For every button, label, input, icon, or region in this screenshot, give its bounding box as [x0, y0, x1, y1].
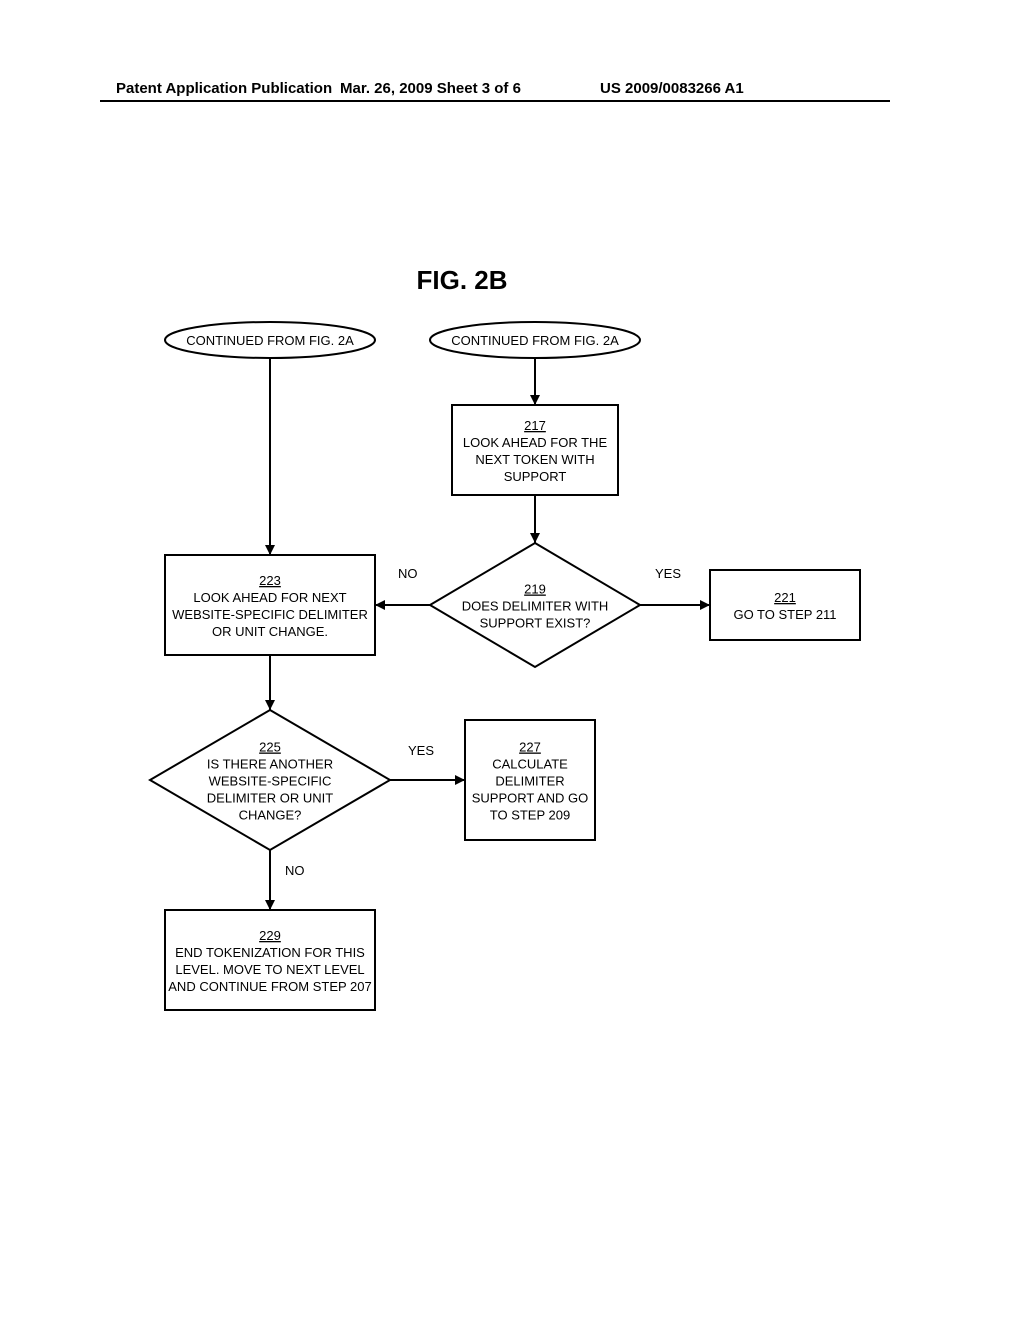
- svg-text:217: 217: [524, 418, 546, 433]
- node-n227: 227 CALCULATE DELIMITER SUPPORT AND GO TO ST…: [465, 720, 595, 840]
- svg-text:OR UNIT CHANGE.: OR UNIT CHANGE.: [212, 624, 328, 639]
- svg-text:SUPPORT: SUPPORT: [504, 469, 567, 484]
- svg-text:AND CONTINUE FROM STEP 207: AND CONTINUE FROM STEP 207: [168, 979, 371, 994]
- svg-text:CONTINUED FROM FIG. 2A: CONTINUED FROM FIG. 2A: [186, 333, 354, 348]
- header-center: Mar. 26, 2009 Sheet 3 of 6: [340, 80, 521, 97]
- svg-text:IS THERE ANOTHER: IS THERE ANOTHER: [207, 757, 333, 772]
- svg-text:YES: YES: [655, 566, 681, 581]
- svg-text:END TOKENIZATION FOR THIS: END TOKENIZATION FOR THIS: [175, 945, 365, 960]
- svg-text:229: 229: [259, 928, 281, 943]
- svg-text:CHANGE?: CHANGE?: [239, 808, 302, 823]
- header-left: Patent Application Publication: [116, 80, 332, 97]
- header-rule: [100, 100, 890, 102]
- svg-text:219: 219: [524, 582, 546, 597]
- node-n217: 217 LOOK AHEAD FOR THE NEXT TOKEN WITH SUPP…: [452, 405, 618, 495]
- header-right: US 2009/0083266 A1: [600, 80, 744, 97]
- node-n223: 223 LOOK AHEAD FOR NEXT WEBSITE-SPECIFIC D…: [165, 555, 375, 655]
- node-n229: 229 END TOKENIZATION FOR THIS LEVEL. MOVE …: [165, 910, 375, 1010]
- node-start_left: CONTINUED FROM FIG. 2A: [165, 322, 375, 358]
- svg-text:LOOK AHEAD FOR THE: LOOK AHEAD FOR THE: [463, 435, 608, 450]
- svg-text:DOES DELIMITER WITH: DOES DELIMITER WITH: [462, 599, 609, 614]
- svg-text:LEVEL. MOVE TO NEXT LEVEL: LEVEL. MOVE TO NEXT LEVEL: [175, 962, 364, 977]
- svg-text:SUPPORT AND GO: SUPPORT AND GO: [472, 791, 589, 806]
- svg-text:CONTINUED FROM FIG. 2A: CONTINUED FROM FIG. 2A: [451, 333, 619, 348]
- svg-text:221: 221: [774, 590, 796, 605]
- svg-text:NO: NO: [285, 863, 305, 878]
- svg-text:NEXT TOKEN WITH: NEXT TOKEN WITH: [475, 452, 594, 467]
- svg-text:GO TO STEP 211: GO TO STEP 211: [733, 607, 836, 622]
- node-start_right: CONTINUED FROM FIG. 2A: [430, 322, 640, 358]
- page: Patent Application Publication Mar. 26, …: [0, 0, 1024, 1320]
- figure-title: FIG. 2B: [0, 265, 974, 296]
- svg-text:NO: NO: [398, 566, 418, 581]
- flowchart: YES NO YES NO CONTINUED FROM FIG. 2A CONTINU…: [120, 310, 900, 1070]
- svg-text:LOOK AHEAD FOR NEXT: LOOK AHEAD FOR NEXT: [193, 590, 346, 605]
- node-n219: 219 DOES DELIMITER WITH SUPPORT EXIST?: [430, 543, 640, 667]
- svg-text:TO STEP 209: TO STEP 209: [490, 808, 570, 823]
- node-n225: 225 IS THERE ANOTHER WEBSITE-SPECIFIC DELIM…: [150, 710, 390, 850]
- edge: YES: [390, 743, 465, 780]
- svg-text:CALCULATE: CALCULATE: [492, 757, 568, 772]
- edge: NO: [270, 850, 305, 910]
- svg-text:SUPPORT EXIST?: SUPPORT EXIST?: [480, 616, 591, 631]
- svg-text:223: 223: [259, 573, 281, 588]
- svg-text:225: 225: [259, 740, 281, 755]
- svg-text:WEBSITE-SPECIFIC DELIMITER: WEBSITE-SPECIFIC DELIMITER: [172, 607, 368, 622]
- node-n221: 221 GO TO STEP 211: [710, 570, 860, 640]
- svg-text:YES: YES: [408, 743, 434, 758]
- svg-text:227: 227: [519, 740, 541, 755]
- edge: YES: [640, 566, 710, 605]
- svg-text:DELIMITER: DELIMITER: [495, 774, 564, 789]
- svg-text:WEBSITE-SPECIFIC: WEBSITE-SPECIFIC: [209, 774, 332, 789]
- svg-text:DELIMITER OR UNIT: DELIMITER OR UNIT: [207, 791, 333, 806]
- edge: NO: [375, 566, 430, 605]
